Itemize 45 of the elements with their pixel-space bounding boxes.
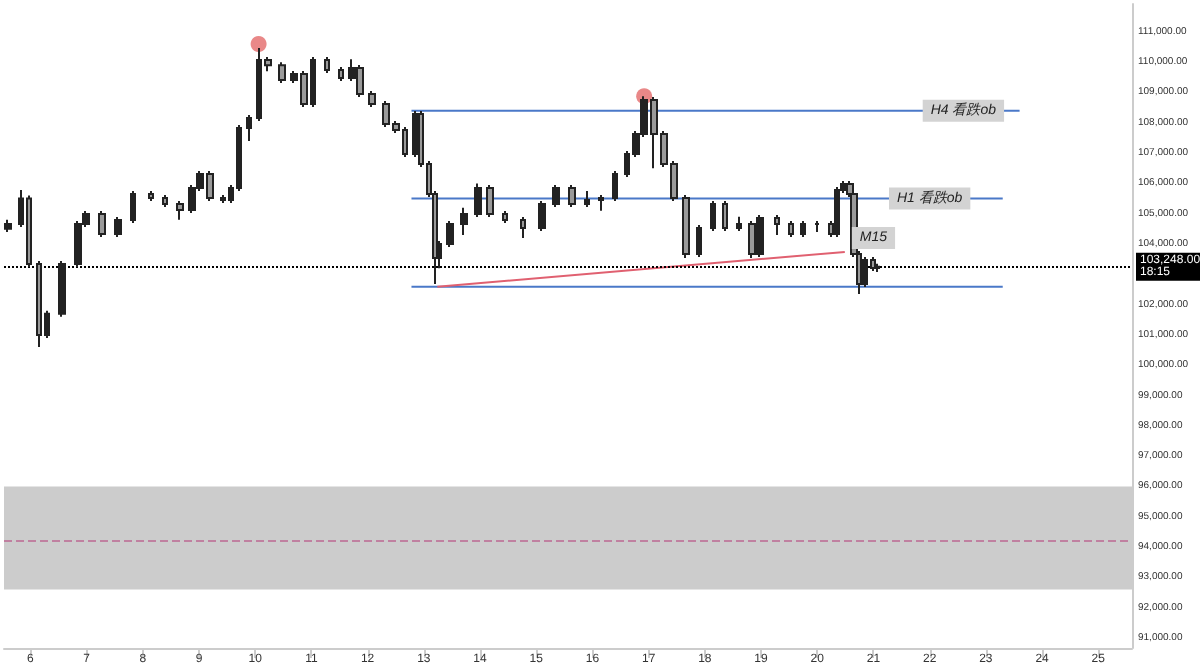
candlestick xyxy=(368,89,376,109)
candlestick xyxy=(176,199,184,221)
candlestick xyxy=(98,209,106,239)
candlestick xyxy=(460,206,468,236)
candlestick xyxy=(246,113,252,142)
candlestick xyxy=(552,183,560,209)
candlestick xyxy=(814,219,820,233)
candlestick xyxy=(800,219,806,239)
candlestick xyxy=(130,189,136,225)
candlestick xyxy=(278,61,286,85)
candlestick xyxy=(148,189,154,202)
candlestick xyxy=(862,256,868,289)
candlestick xyxy=(874,262,880,273)
candlestick xyxy=(220,193,226,205)
candlestick xyxy=(4,218,12,233)
candlestick xyxy=(696,223,702,259)
candlestick xyxy=(568,183,576,209)
candlestick xyxy=(756,213,764,259)
candlestick xyxy=(788,219,794,239)
candlestick xyxy=(612,169,618,202)
candlestick xyxy=(58,259,66,318)
candlestick xyxy=(36,259,42,349)
candlestick xyxy=(710,199,716,232)
candlestick xyxy=(682,193,690,259)
candlestick xyxy=(324,56,330,75)
candlestick xyxy=(474,182,482,219)
candlestick xyxy=(412,109,418,159)
candlestick xyxy=(722,199,728,232)
candlestick xyxy=(584,189,590,209)
candlestick xyxy=(446,219,454,249)
candlestick xyxy=(538,199,546,232)
candlestick xyxy=(486,183,494,219)
candlestick xyxy=(114,216,122,239)
candlestick xyxy=(834,186,840,239)
candlestick xyxy=(736,215,742,232)
candlestick xyxy=(26,194,32,269)
candlestick xyxy=(502,209,508,225)
candlestick xyxy=(74,219,82,269)
candlestick xyxy=(598,193,604,212)
candlestick xyxy=(162,193,168,209)
candlestick xyxy=(338,66,344,82)
candlestick xyxy=(748,219,756,259)
candlestick xyxy=(520,216,526,239)
candlestick xyxy=(774,213,780,236)
candlestick xyxy=(356,63,364,99)
